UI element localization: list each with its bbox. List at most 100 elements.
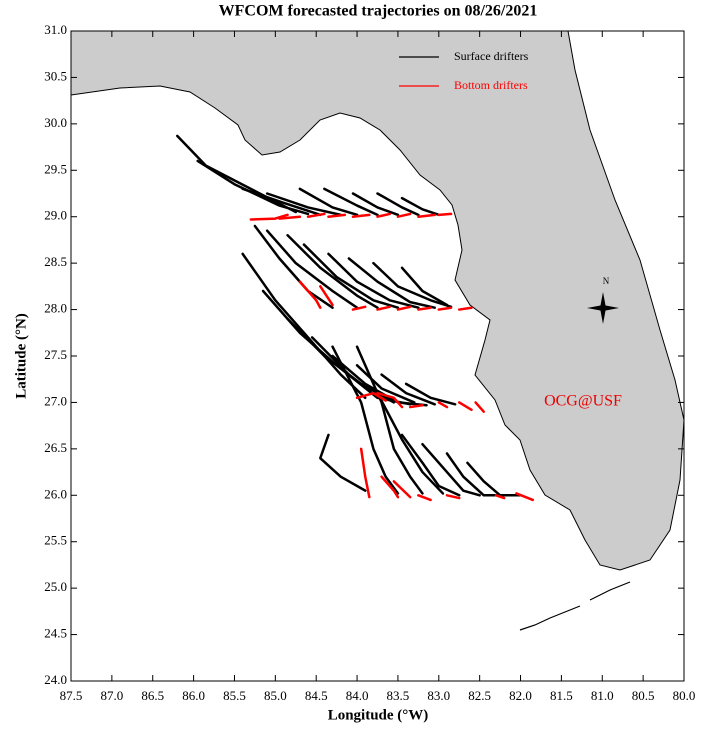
trajectory: [355, 391, 387, 402]
trajectory: [319, 433, 367, 492]
trajectory: [351, 213, 371, 218]
trajectory: [408, 403, 424, 409]
trajectory: [241, 187, 322, 217]
y-tick-label: 28.0: [44, 301, 67, 316]
trajectory: [445, 452, 506, 497]
trajectory: [351, 192, 400, 217]
x-tick-label: 84.0: [346, 688, 369, 703]
compass: N: [587, 276, 619, 324]
trajectory: [515, 492, 535, 502]
trajectory: [376, 391, 445, 495]
x-axis-label: Longitude (°W): [328, 707, 429, 723]
trajectory: [372, 261, 453, 309]
y-tick-label: 25.0: [44, 579, 67, 594]
y-tick-label: 24.5: [44, 626, 67, 641]
y-tick-label: 31.0: [44, 22, 67, 37]
trajectory: [331, 345, 400, 495]
x-tick-label: 87.0: [100, 688, 123, 703]
trajectory: [417, 494, 432, 502]
chart-title: WFCOM forecasted trajectories on 08/26/2…: [219, 3, 538, 20]
x-tick-label: 80.0: [673, 688, 696, 703]
y-tick-label: 25.5: [44, 533, 67, 548]
land: [70, 30, 685, 631]
trajectory: [437, 401, 449, 409]
trajectory: [323, 187, 379, 217]
trajectory: [347, 257, 436, 309]
x-tick-label: 80.5: [632, 688, 655, 703]
legend-label: Bottom drifters: [454, 78, 528, 92]
trajectory: [359, 447, 371, 499]
x-tick-label: 82.0: [509, 688, 532, 703]
trajectory: [404, 382, 457, 406]
trajectory: [400, 433, 461, 497]
trajectory: [302, 243, 400, 309]
trajectory: [351, 305, 367, 311]
trajectory: [376, 305, 392, 311]
x-tick-label: 85.5: [223, 688, 246, 703]
trajectory: [437, 306, 453, 311]
x-tick-label: 81.0: [591, 688, 614, 703]
y-axis-label: Latitude (°N): [13, 313, 29, 399]
compass-label: N: [603, 276, 610, 286]
trajectory: [265, 192, 342, 217]
trajectory: [253, 224, 334, 309]
trajectory: [494, 494, 506, 500]
y-tick-label: 28.5: [44, 254, 67, 269]
x-tick-label: 81.5: [550, 688, 573, 703]
y-tick-label: 26.0: [44, 486, 67, 501]
trajectory: [306, 212, 326, 218]
x-tick-label: 86.0: [182, 688, 205, 703]
keys: [519, 581, 631, 631]
y-tick-label: 27.0: [44, 393, 67, 408]
trajectory: [298, 187, 359, 217]
trajectory: [392, 480, 412, 499]
trajectory: [396, 305, 412, 311]
y-tick-label: 29.5: [44, 161, 67, 176]
trajectory: [376, 391, 404, 409]
x-tick-label: 83.0: [427, 688, 450, 703]
trajectory: [298, 280, 322, 309]
y-tick-label: 29.0: [44, 208, 67, 223]
trajectory: [417, 306, 432, 311]
y-tick-label: 30.0: [44, 115, 67, 130]
trajectory: [400, 196, 441, 217]
y-tick-label: 24.0: [44, 672, 67, 687]
annotation: OCG@USF: [544, 393, 622, 410]
x-tick-label: 82.5: [468, 688, 491, 703]
trajectory: [286, 234, 379, 309]
legend-label: Surface drifters: [454, 49, 529, 63]
trajectory: [466, 461, 522, 497]
trajectory: [445, 494, 461, 500]
trajectory: [265, 229, 359, 309]
trajectory: [457, 401, 473, 412]
trajectory: [327, 252, 420, 309]
x-tick-label: 84.5: [305, 688, 328, 703]
trajectory: [355, 364, 416, 404]
trajectory: [249, 213, 289, 221]
trajectory: [319, 285, 334, 307]
trajectory: [376, 192, 420, 217]
trajectory: [376, 212, 392, 218]
x-tick-label: 86.5: [141, 688, 164, 703]
trajectory: [474, 401, 486, 413]
trajectory: [327, 213, 347, 218]
trajectory: [278, 215, 302, 220]
compass-bar: [587, 305, 619, 311]
x-tick-label: 83.5: [387, 688, 410, 703]
x-tick-label: 85.0: [264, 688, 287, 703]
trajectory: [396, 212, 412, 218]
trajectory: [380, 475, 400, 499]
trajectory: [380, 373, 436, 406]
trajectory: [355, 345, 424, 495]
trajectory: [400, 266, 449, 307]
trajectory: [437, 212, 453, 217]
trajectory: [457, 306, 473, 311]
y-tick-label: 26.5: [44, 440, 67, 455]
y-tick-label: 27.5: [44, 347, 67, 362]
trajectory: [421, 442, 481, 497]
y-tick-label: 30.5: [44, 68, 67, 83]
trajectory: [417, 213, 436, 218]
x-tick-label: 87.5: [60, 688, 83, 703]
coastline: [70, 30, 685, 571]
